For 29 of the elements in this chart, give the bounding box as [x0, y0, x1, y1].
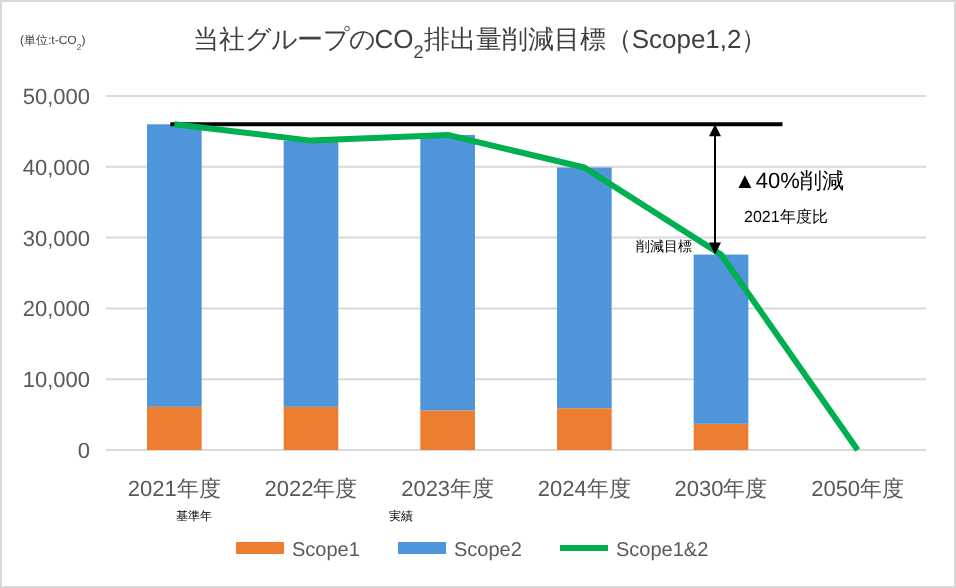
x-tick-label: 2050年度 — [811, 476, 905, 502]
bar — [557, 167, 612, 409]
bar — [693, 254, 749, 424]
bar — [283, 406, 339, 450]
bar — [420, 134, 475, 411]
x-tick-label: 2021年度 — [127, 476, 221, 502]
bar — [693, 423, 749, 450]
chart-title: 当社グループのCO$_{2}$排出量削減目標（Scope1,2） — [192, 24, 768, 62]
x-tick-label: 2022年度 — [264, 476, 358, 502]
y-tick-label: 40,000 — [22, 156, 90, 181]
y-tick-label: 20,000 — [22, 298, 90, 323]
bar — [283, 140, 339, 407]
annotation: ▲40%削減 — [734, 168, 844, 194]
legend-label: Scope1 — [292, 540, 361, 562]
bar — [557, 408, 612, 450]
bar — [420, 410, 475, 450]
y-tick-label: 10,000 — [22, 369, 90, 394]
legend-label: Scope1&2 — [616, 540, 710, 562]
legend-label: Scope2 — [454, 540, 523, 562]
x-tick-label: 2024年度 — [537, 476, 631, 502]
annotation: 2021年度比 — [744, 208, 828, 226]
bar — [147, 124, 202, 407]
y-tick-label: 30,000 — [22, 227, 90, 252]
y-tick-label: 50,000 — [22, 86, 90, 110]
y-tick-label: 0 — [77, 440, 90, 464]
line-series — [171, 121, 861, 453]
x-tick-label: 2030年度 — [674, 476, 768, 502]
bar — [147, 406, 202, 450]
x-tick-label: 2023年度 — [401, 476, 495, 502]
